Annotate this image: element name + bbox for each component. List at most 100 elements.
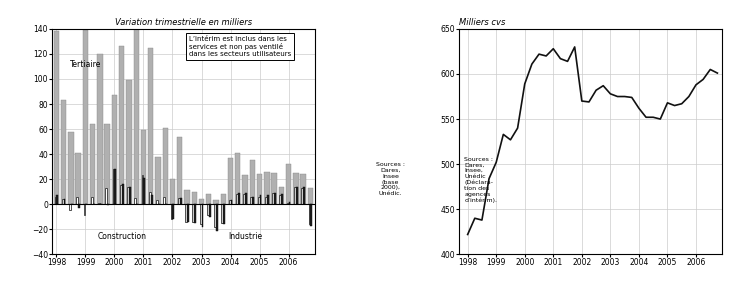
Bar <box>170 179 176 204</box>
Bar <box>61 100 66 204</box>
Bar <box>243 194 245 204</box>
Bar <box>83 30 89 204</box>
Title: Variation trimestrielle en milliers: Variation trimestrielle en milliers <box>115 18 252 27</box>
Bar <box>199 204 202 224</box>
Bar <box>98 203 100 204</box>
Bar <box>206 194 211 204</box>
Bar <box>185 190 190 204</box>
Bar <box>164 197 165 204</box>
Text: Sources :
Dares,
Insee
(base
2000),
Unédic.: Sources : Dares, Insee (base 2000), Unéd… <box>376 162 405 196</box>
Bar <box>97 54 103 204</box>
Bar <box>178 198 180 204</box>
Bar <box>264 172 269 204</box>
Text: Tertiaire: Tertiaire <box>70 60 101 69</box>
Bar <box>173 204 174 219</box>
Bar <box>141 175 144 204</box>
Bar <box>115 169 116 204</box>
Bar <box>129 187 131 204</box>
Bar <box>141 130 147 204</box>
Bar <box>214 204 216 227</box>
Bar <box>106 188 107 204</box>
Bar <box>119 47 124 204</box>
Bar <box>228 201 231 204</box>
Bar <box>133 29 139 204</box>
Bar <box>91 197 93 204</box>
Bar <box>107 204 109 205</box>
Bar <box>310 204 312 225</box>
Bar <box>170 204 173 219</box>
Bar <box>75 153 81 204</box>
Bar <box>122 184 124 204</box>
Bar <box>220 194 226 204</box>
Bar <box>243 175 248 204</box>
Bar <box>272 173 277 204</box>
Bar <box>223 204 225 224</box>
Bar <box>68 131 74 204</box>
Bar <box>214 201 219 204</box>
Bar <box>127 187 129 204</box>
Bar <box>162 128 168 204</box>
Bar <box>228 158 234 204</box>
Bar <box>278 187 284 204</box>
Bar <box>54 197 57 204</box>
Bar <box>148 48 153 204</box>
Bar <box>252 197 254 204</box>
Bar <box>90 124 95 204</box>
Bar <box>222 204 223 223</box>
Bar <box>120 186 122 204</box>
Bar <box>57 195 58 204</box>
Bar <box>199 199 205 204</box>
Bar <box>280 195 281 204</box>
Bar <box>193 204 194 222</box>
Bar <box>235 153 240 204</box>
Bar <box>112 95 118 204</box>
Text: Industrie: Industrie <box>228 232 262 241</box>
Bar <box>177 137 182 204</box>
Bar <box>245 193 247 204</box>
Bar <box>62 199 64 204</box>
Bar <box>281 194 283 204</box>
Bar <box>207 204 209 216</box>
Text: L’intérim est inclus dans les
services et non pas ventilé
dans les secteurs util: L’intérim est inclus dans les services e… <box>189 36 291 57</box>
Bar <box>112 169 115 204</box>
Bar <box>104 124 110 204</box>
Bar <box>265 197 267 204</box>
Bar <box>156 201 158 204</box>
Bar <box>293 173 298 204</box>
Bar <box>231 201 232 204</box>
Bar <box>216 204 218 231</box>
Bar <box>238 193 240 204</box>
Bar <box>307 188 313 204</box>
Bar <box>149 192 151 204</box>
Bar <box>135 198 136 204</box>
Bar <box>180 198 182 204</box>
Bar <box>194 204 196 223</box>
Bar <box>202 204 203 227</box>
Bar <box>64 199 65 204</box>
Bar <box>77 197 78 204</box>
Bar <box>209 204 211 217</box>
Bar <box>301 174 306 204</box>
Bar <box>289 202 290 204</box>
Bar <box>236 194 238 204</box>
Bar <box>78 204 80 208</box>
Bar <box>155 157 161 204</box>
Bar <box>185 204 187 222</box>
Bar <box>126 80 132 204</box>
Bar <box>274 193 276 204</box>
Bar <box>301 188 303 204</box>
Text: Milliers cvs: Milliers cvs <box>459 18 505 27</box>
Bar <box>303 187 305 204</box>
Bar <box>272 193 274 204</box>
Bar <box>296 187 298 204</box>
Text: Construction: Construction <box>97 232 147 241</box>
Bar <box>83 204 86 216</box>
Bar <box>69 204 71 210</box>
Text: Sources :
Dares,
Insee,
Unédic
(Déclara-
tion des
agences
d’intérim).: Sources : Dares, Insee, Unédic (Déclara-… <box>464 157 497 203</box>
Bar <box>151 195 153 204</box>
Bar <box>257 197 260 204</box>
Bar <box>251 197 252 204</box>
Bar <box>260 195 261 204</box>
Bar <box>191 192 197 204</box>
Bar <box>257 174 262 204</box>
